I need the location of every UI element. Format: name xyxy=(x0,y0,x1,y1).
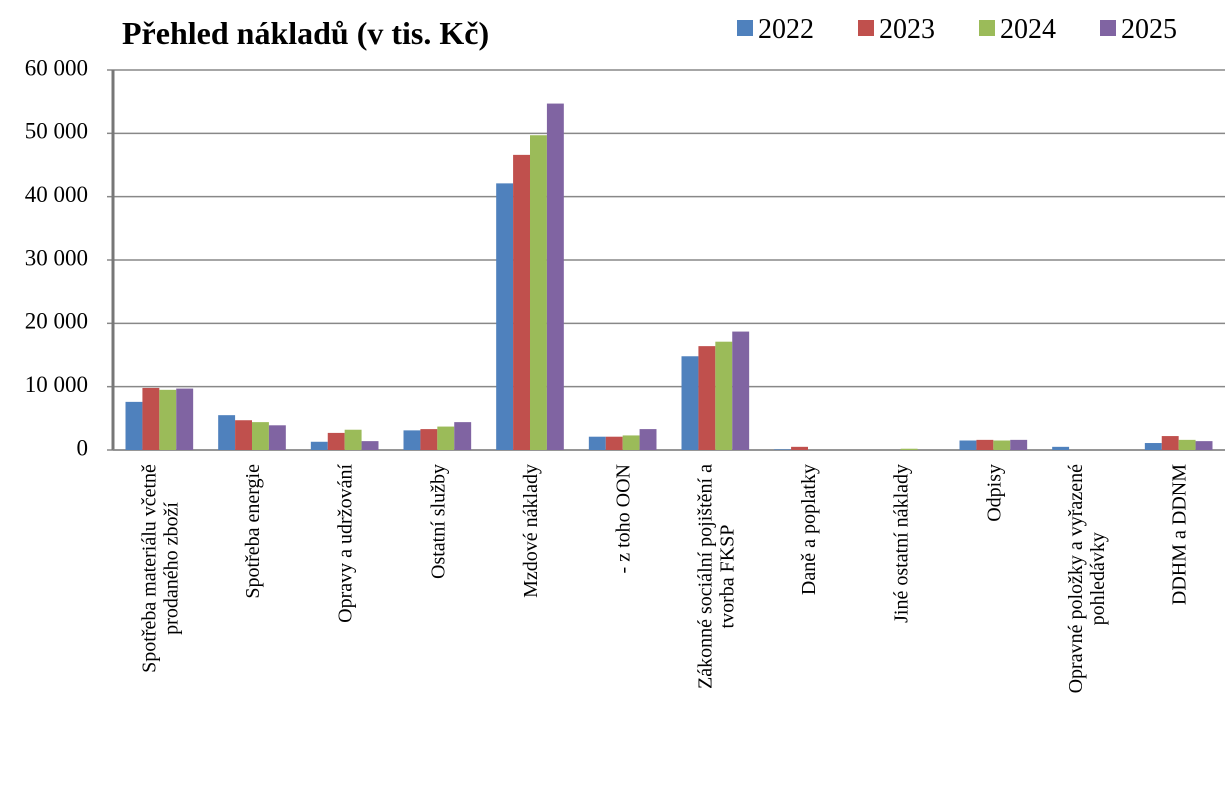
x-tick-label: Odpisy xyxy=(983,464,1005,522)
bar xyxy=(125,401,143,450)
bar xyxy=(235,420,252,450)
x-tick-label: Mzdové náklady xyxy=(520,464,542,598)
bar xyxy=(218,415,236,450)
bar xyxy=(513,154,530,450)
bar xyxy=(403,430,421,450)
bar xyxy=(142,387,160,450)
x-tick-label: Daně a poplatky xyxy=(798,464,820,595)
bar xyxy=(698,346,716,450)
bar xyxy=(1161,436,1179,450)
legend-swatch xyxy=(737,20,753,36)
bar xyxy=(546,103,564,451)
x-tick-label: Zákonné sociální pojištění atvorba FKSP xyxy=(694,464,738,689)
bar xyxy=(959,440,977,450)
bar xyxy=(361,441,379,450)
bar xyxy=(976,439,994,450)
legend-label: 2023 xyxy=(879,14,935,45)
y-tick-label: 10 000 xyxy=(25,372,88,397)
bar xyxy=(774,449,792,450)
bar xyxy=(327,432,345,450)
legend-swatch xyxy=(1100,20,1116,36)
bar xyxy=(1178,439,1196,450)
bar xyxy=(1052,446,1070,450)
x-tick-label: DDHM a DDNM xyxy=(1169,464,1191,605)
bar xyxy=(900,448,918,450)
bar xyxy=(681,356,699,450)
bar xyxy=(420,429,438,450)
x-tick-label: Ostatní služby xyxy=(427,464,449,579)
bar xyxy=(715,341,733,450)
bar xyxy=(639,429,657,450)
bar xyxy=(176,388,194,450)
legend-label: 2024 xyxy=(1000,14,1056,45)
bar xyxy=(791,446,808,450)
x-tick-label: Opravné položky a vyřazenépohledávky xyxy=(1065,464,1109,693)
bar xyxy=(1010,439,1028,450)
y-tick-label: 50 000 xyxy=(25,119,88,144)
y-tick-label: 30 000 xyxy=(25,245,88,270)
x-tick-label: Jiné ostatní náklady xyxy=(891,464,913,623)
legend-label: 2025 xyxy=(1121,14,1177,45)
bar xyxy=(268,425,286,450)
bar xyxy=(1144,443,1162,450)
bar xyxy=(252,422,269,450)
bar xyxy=(1195,441,1213,450)
y-tick-label: 60 000 xyxy=(25,55,88,80)
bar xyxy=(732,331,750,450)
x-tick-label: - z toho OON xyxy=(613,464,635,573)
bar xyxy=(993,440,1011,450)
x-tick-label: Opravy a udržování xyxy=(335,464,357,623)
bar xyxy=(159,389,177,450)
x-tick-label: Spotřeba energie xyxy=(242,464,264,599)
bar xyxy=(605,436,623,450)
bar xyxy=(437,426,455,450)
legend-swatch xyxy=(858,20,874,36)
bar xyxy=(344,429,362,450)
bar xyxy=(588,436,606,450)
bar xyxy=(496,183,514,450)
bar xyxy=(310,441,328,450)
y-tick-label: 0 xyxy=(77,435,89,460)
bar xyxy=(530,135,547,450)
bar xyxy=(622,435,640,450)
y-tick-label: 20 000 xyxy=(25,309,88,334)
x-tick-label: Spotřeba materiálu včetněprodaného zboží xyxy=(138,464,182,673)
y-tick-label: 40 000 xyxy=(25,182,88,207)
legend-label: 2022 xyxy=(758,14,814,45)
legend-swatch xyxy=(979,20,995,36)
bar xyxy=(454,422,472,450)
chart-title: Přehled nákladů (v tis. Kč) xyxy=(122,15,489,51)
